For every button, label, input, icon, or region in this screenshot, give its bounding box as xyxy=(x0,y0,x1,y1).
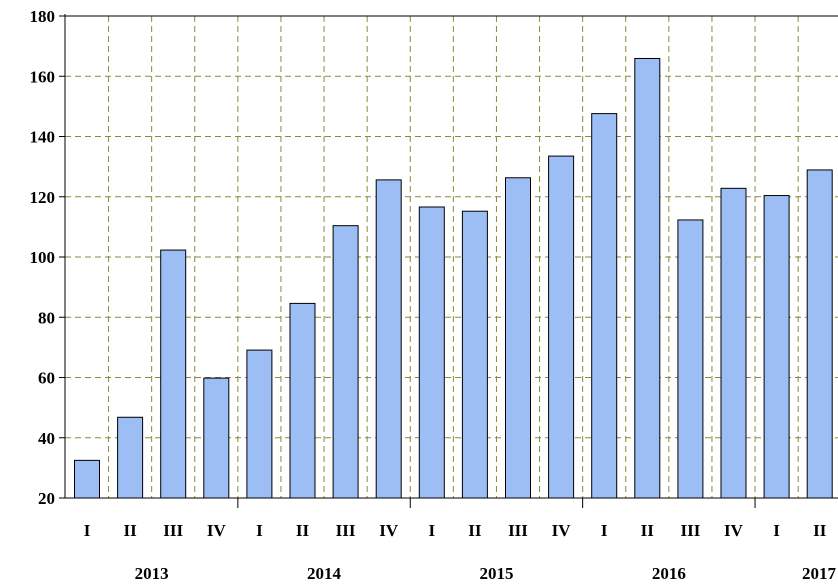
x-tick-label: II xyxy=(813,521,827,540)
year-label: 2016 xyxy=(652,564,686,583)
year-label: 2014 xyxy=(307,564,342,583)
y-tick-label: 180 xyxy=(30,7,56,26)
year-label: 2013 xyxy=(135,564,169,583)
x-tick-label: III xyxy=(680,521,700,540)
bar xyxy=(461,210,488,499)
year-labels: 2013 2014 2015 2016 2017 xyxy=(135,564,837,583)
x-tick-label: I xyxy=(601,521,608,540)
x-tick-label: II xyxy=(468,521,482,540)
bar xyxy=(289,302,316,499)
bar xyxy=(332,225,359,499)
grid-lines xyxy=(65,15,838,498)
year-label: 2015 xyxy=(479,564,513,583)
x-tick-label: II xyxy=(296,521,310,540)
year-label: 2017 xyxy=(802,564,837,583)
x-tick-label: IV xyxy=(207,521,227,540)
y-tick-label: 20 xyxy=(38,489,55,508)
bar xyxy=(548,155,575,499)
x-tick-label: IV xyxy=(379,521,399,540)
x-tick-label: IV xyxy=(552,521,572,540)
bar xyxy=(763,195,790,499)
axes xyxy=(59,14,838,508)
bar xyxy=(634,57,661,499)
bar xyxy=(591,113,618,499)
y-tick-label: 60 xyxy=(38,369,55,388)
bar xyxy=(160,249,187,499)
bar xyxy=(418,206,445,499)
x-tick-label: I xyxy=(428,521,435,540)
x-tick-label: I xyxy=(773,521,780,540)
bar xyxy=(375,179,402,499)
y-tick-label: 140 xyxy=(30,128,56,147)
bars xyxy=(74,57,833,499)
bar xyxy=(806,169,833,499)
bar xyxy=(117,416,144,499)
y-tick-label: 40 xyxy=(38,429,55,448)
y-tick-label: 100 xyxy=(30,248,56,267)
x-tick-label: IV xyxy=(724,521,744,540)
bar xyxy=(720,187,747,499)
x-tick-label: I xyxy=(84,521,91,540)
x-tick-label: II xyxy=(641,521,655,540)
bar xyxy=(246,349,273,499)
x-tick-label: III xyxy=(508,521,528,540)
x-tick-label: III xyxy=(336,521,356,540)
y-tick-label: 160 xyxy=(30,67,56,86)
bar xyxy=(74,459,100,499)
y-tick-label: 80 xyxy=(38,308,55,327)
bar xyxy=(677,219,704,499)
bar xyxy=(505,177,531,499)
x-tick-label: I xyxy=(256,521,263,540)
y-tick-labels: 20 40 60 80 100 120 140 160 180 xyxy=(30,7,56,508)
y-tick-label: 120 xyxy=(30,188,56,207)
x-tick-labels: I II III IV I II III IV I II III IV I II III IV I II xyxy=(84,521,827,540)
bar xyxy=(203,377,230,499)
x-tick-label: II xyxy=(123,521,137,540)
x-tick-label: III xyxy=(163,521,183,540)
